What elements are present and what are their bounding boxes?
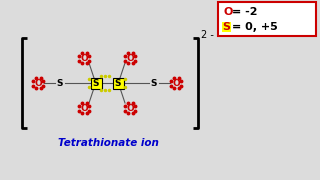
Bar	[222, 22, 231, 32]
Text: = -2: = -2	[232, 7, 258, 17]
Text: O: O	[80, 103, 88, 112]
Text: S: S	[93, 78, 99, 87]
Text: Tetrathionate ion: Tetrathionate ion	[58, 138, 158, 148]
Text: O: O	[126, 103, 134, 112]
Text: 2 -: 2 -	[201, 30, 214, 40]
Bar	[91, 78, 101, 89]
Text: O: O	[126, 53, 134, 62]
Text: = 0, +5: = 0, +5	[232, 22, 278, 32]
Text: O: O	[223, 7, 232, 17]
Text: O: O	[172, 78, 180, 87]
Text: S: S	[151, 78, 157, 87]
Bar	[218, 2, 316, 36]
Text: O: O	[34, 78, 42, 87]
Text: O: O	[80, 53, 88, 62]
Text: S: S	[57, 78, 63, 87]
Text: S: S	[115, 78, 121, 87]
Text: S: S	[222, 22, 230, 32]
Bar	[113, 78, 124, 89]
